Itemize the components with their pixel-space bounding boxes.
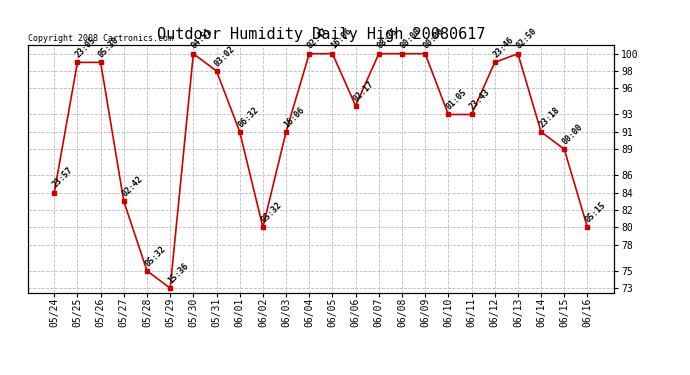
Text: 05:15: 05:15 xyxy=(584,201,608,225)
Title: Outdoor Humidity Daily High 20080617: Outdoor Humidity Daily High 20080617 xyxy=(157,27,485,42)
Text: 16:06: 16:06 xyxy=(282,105,306,129)
Text: 00:00: 00:00 xyxy=(398,27,422,51)
Text: 00:00: 00:00 xyxy=(422,27,446,51)
Text: Copyright 2008 Cartronics.com: Copyright 2008 Cartronics.com xyxy=(28,33,173,42)
Text: 23:57: 23:57 xyxy=(50,166,75,190)
Text: 02:17: 02:17 xyxy=(352,79,376,103)
Text: 15:36: 15:36 xyxy=(166,261,190,285)
Text: 03:02: 03:02 xyxy=(213,44,237,68)
Text: 02:42: 02:42 xyxy=(120,174,144,198)
Text: 05:32: 05:32 xyxy=(259,201,284,225)
Text: 23:43: 23:43 xyxy=(468,88,492,112)
Text: 23:46: 23:46 xyxy=(491,36,515,60)
Text: 23:18: 23:18 xyxy=(538,105,562,129)
Text: 23:05: 23:05 xyxy=(74,36,98,60)
Text: 08:35: 08:35 xyxy=(375,27,400,51)
Text: 02:50: 02:50 xyxy=(514,27,538,51)
Text: 05:30: 05:30 xyxy=(97,36,121,60)
Text: 05:32: 05:32 xyxy=(144,244,168,268)
Text: 16:06: 16:06 xyxy=(329,27,353,51)
Text: 06:32: 06:32 xyxy=(236,105,260,129)
Text: 00:00: 00:00 xyxy=(561,122,584,146)
Text: 01:05: 01:05 xyxy=(445,88,469,112)
Text: 04:51: 04:51 xyxy=(190,27,214,51)
Text: 02:47: 02:47 xyxy=(306,27,330,51)
